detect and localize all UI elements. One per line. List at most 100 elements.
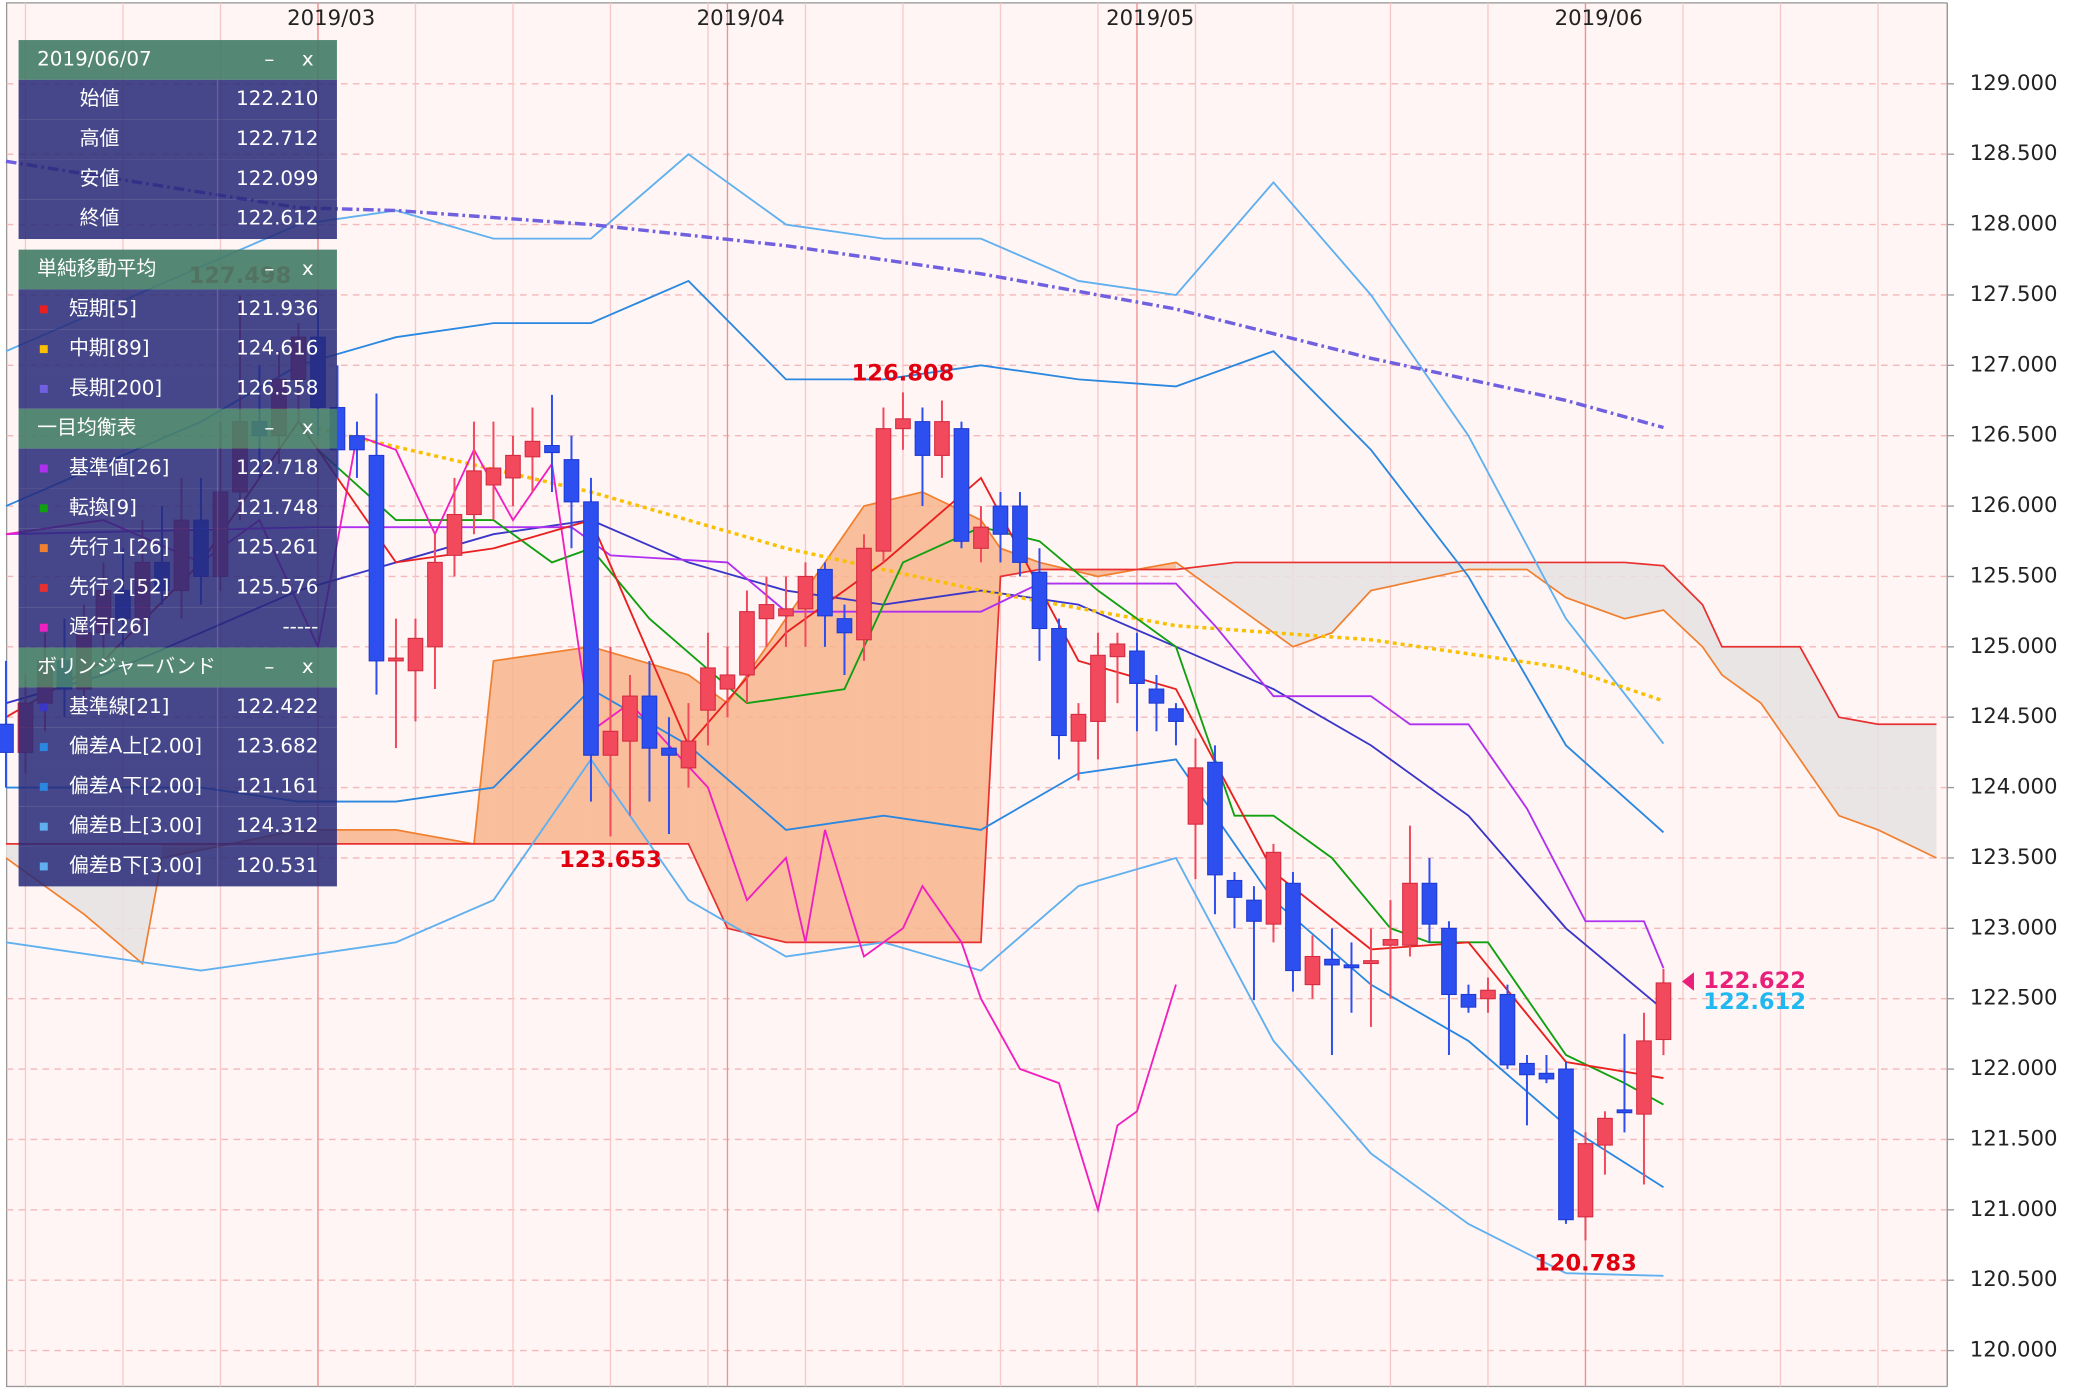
candle-body <box>1577 1143 1594 1218</box>
candle-body <box>1597 1117 1613 1146</box>
y-tick-label: 123.500 <box>1970 845 2058 870</box>
panel-row <box>18 607 337 648</box>
candle-body <box>1421 882 1438 925</box>
row-label: 偏差A上[2.00] <box>69 735 202 758</box>
row-swatch <box>39 345 48 354</box>
candle-body <box>1012 505 1028 563</box>
candle-body <box>466 470 482 516</box>
minimize-button[interactable]: – <box>264 416 274 439</box>
candle-body <box>1285 882 1301 972</box>
candle-body <box>583 501 599 756</box>
row-value: 121.936 <box>236 297 318 320</box>
panel-row <box>18 448 337 489</box>
row-label: 中期[89] <box>69 337 150 360</box>
panel-row <box>18 846 337 887</box>
candle-body <box>1636 1040 1652 1115</box>
x-tick-label: 2019/03 <box>287 6 375 31</box>
candle-body <box>1070 713 1087 742</box>
price-annotation: 126.808 <box>852 360 955 386</box>
row-label: 基準値[26] <box>69 456 169 479</box>
panel-title: ボリンジャーバンド <box>37 655 216 678</box>
panel-row <box>18 568 337 608</box>
price-annotation: 120.783 <box>1534 1251 1637 1277</box>
row-swatch <box>39 504 48 513</box>
candle-body <box>836 618 853 634</box>
candle-body <box>446 513 463 556</box>
cloud-segment <box>1331 562 1371 633</box>
y-tick-label: 120.500 <box>1970 1267 2058 1292</box>
candle-body <box>1499 993 1516 1066</box>
row-value: 123.682 <box>236 735 318 758</box>
panel-row <box>18 289 337 330</box>
close-button[interactable]: x <box>302 416 314 439</box>
y-tick-label: 126.000 <box>1970 493 2058 518</box>
cloud-segment <box>1234 562 1293 647</box>
panel-row <box>18 369 337 409</box>
cloud-segment <box>1721 646 1761 704</box>
row-label: 終値 <box>80 207 120 230</box>
candle-body <box>388 657 404 662</box>
cloud-segment <box>922 492 981 943</box>
cloud-segment <box>1175 562 1235 605</box>
price-pointer <box>1682 972 1694 991</box>
panel-row <box>18 727 337 767</box>
panel-title: 一目均衡表 <box>37 416 137 439</box>
row-value: 126.558 <box>236 376 318 399</box>
row-value: 122.422 <box>236 695 318 718</box>
row-value: 122.099 <box>236 167 318 190</box>
candle-body <box>778 608 794 617</box>
y-tick-label: 127.500 <box>1970 282 2058 307</box>
candle-body <box>700 667 716 711</box>
row-label: 先行２[52] <box>69 575 169 598</box>
cloud-segment <box>1526 562 1566 598</box>
candle-body <box>973 526 989 549</box>
panel-row <box>18 687 337 728</box>
indicator-line <box>5 159 1664 430</box>
panel-row <box>18 488 337 529</box>
close-button[interactable]: x <box>302 47 314 70</box>
row-label: 安値 <box>80 167 120 190</box>
close-button[interactable]: x <box>302 257 314 280</box>
panel-row <box>18 329 337 370</box>
candle-body <box>934 421 950 456</box>
price-marker-label: 122.622 <box>1703 968 1806 994</box>
candle-body <box>661 747 677 756</box>
panel-header <box>18 408 337 449</box>
row-swatch <box>39 743 48 752</box>
row-value: 125.576 <box>236 575 318 598</box>
row-swatch <box>39 782 48 791</box>
cloud-segment <box>493 646 591 844</box>
candle-body <box>856 547 872 641</box>
y-tick-label: 122.000 <box>1970 1056 2058 1081</box>
row-label: 転換[9] <box>69 496 137 519</box>
y-tick-label: 124.000 <box>1970 775 2058 800</box>
candle-body <box>1480 989 1496 1000</box>
candle-body <box>719 674 736 690</box>
candle-body <box>1129 650 1145 684</box>
panel-row <box>18 79 337 120</box>
panel-header <box>18 647 337 688</box>
candle-body <box>1538 1072 1555 1080</box>
candle-body <box>875 428 892 552</box>
row-value: 122.612 <box>236 207 318 230</box>
candle-body <box>797 575 814 610</box>
y-tick-label: 128.000 <box>1970 212 2058 237</box>
minimize-button[interactable]: – <box>264 47 274 70</box>
row-label: 偏差B上[3.00] <box>69 814 202 837</box>
row-value: 120.531 <box>236 854 318 877</box>
minimize-button[interactable]: – <box>264 655 274 678</box>
candle-body <box>1402 882 1418 946</box>
row-value: 125.261 <box>236 536 318 559</box>
candle-body <box>0 723 14 753</box>
minimize-button[interactable]: – <box>264 257 274 280</box>
cloud-segment <box>1468 562 1527 570</box>
candle-body <box>1226 879 1243 898</box>
candle-body <box>1031 571 1048 630</box>
panel-header <box>18 40 337 80</box>
row-label: 始値 <box>80 87 120 110</box>
cloud-segment <box>1565 562 1625 619</box>
row-value: 124.616 <box>236 337 318 360</box>
y-tick-label: 128.500 <box>1970 141 2058 166</box>
close-button[interactable]: x <box>302 655 314 678</box>
